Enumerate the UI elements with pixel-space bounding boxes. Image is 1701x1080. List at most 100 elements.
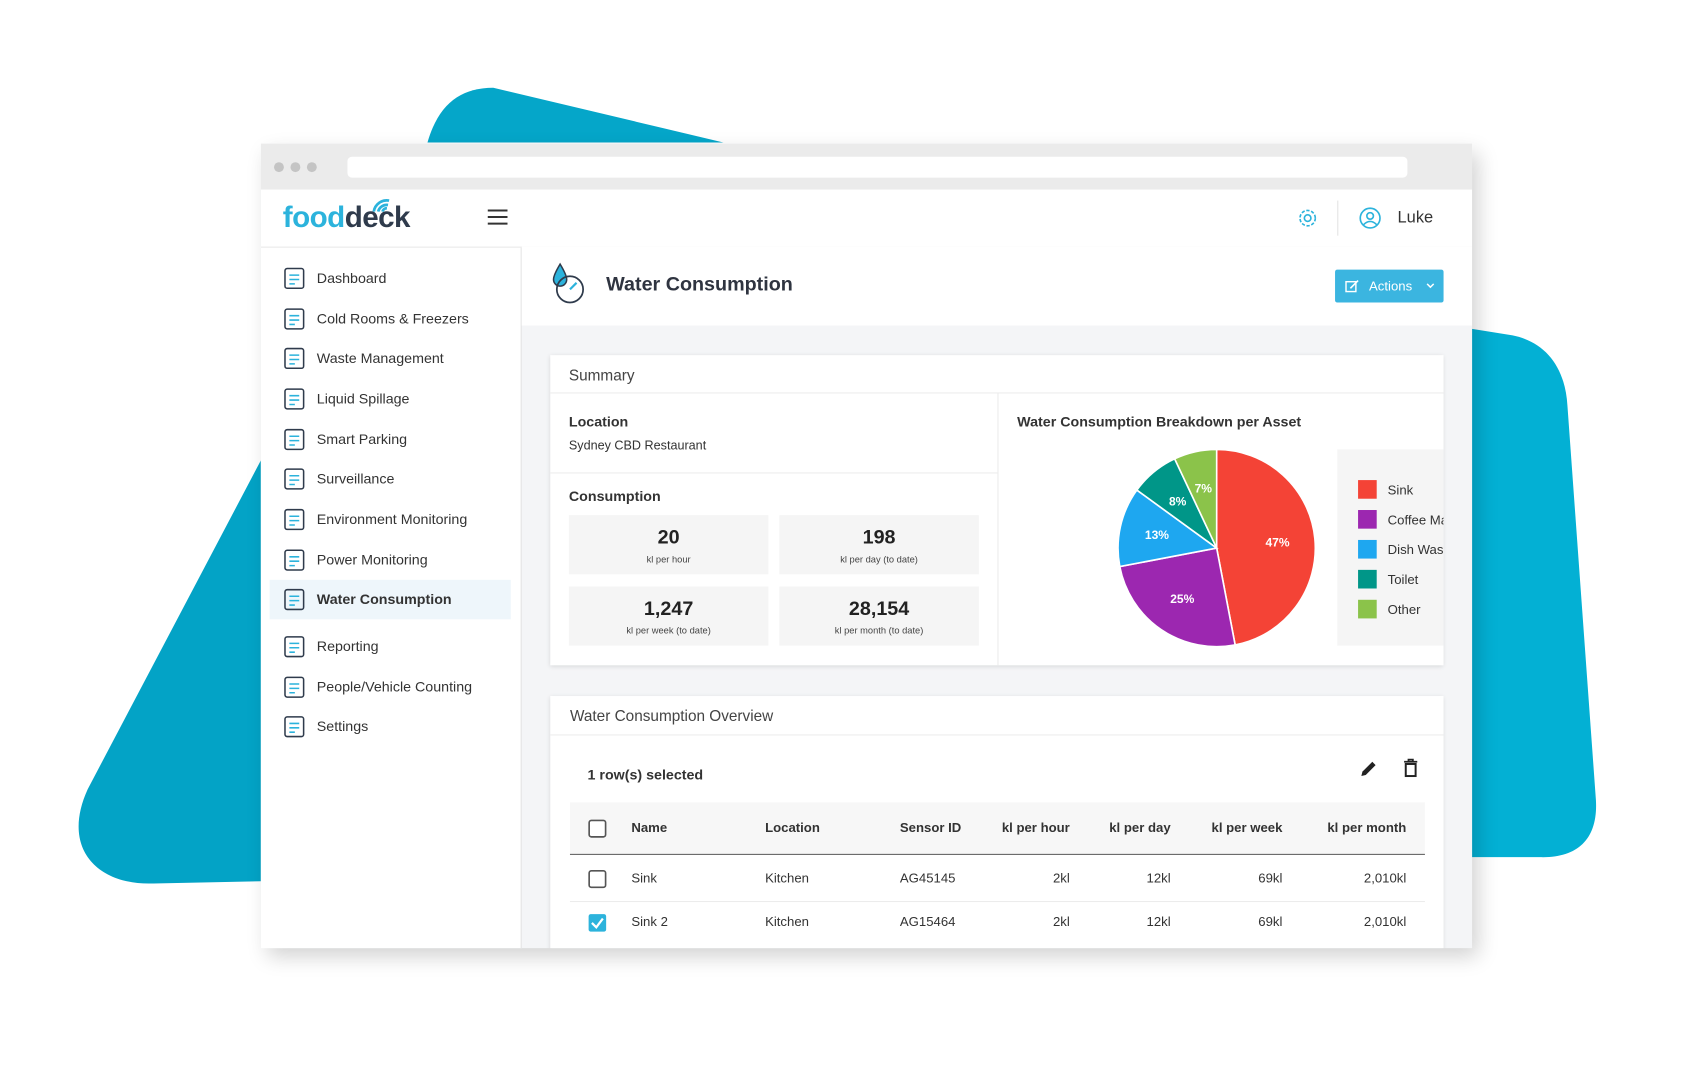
icon-shape	[289, 556, 300, 567]
nav-item[interactable]: Reporting	[270, 627, 511, 666]
caret	[1426, 283, 1435, 289]
settings-button[interactable]	[1296, 206, 1320, 230]
nav-item[interactable]: Surveillance	[270, 459, 511, 498]
nav-label: Smart Parking	[316, 430, 408, 448]
nav-label: Surveillance	[316, 470, 395, 487]
checkbox[interactable]	[588, 913, 608, 933]
nav-item[interactable]: Water Consumption	[269, 579, 511, 620]
table-cell: 2,010kl	[1363, 914, 1407, 930]
overview-card: Water Consumption Overview 1 row(s) sele…	[550, 696, 1444, 949]
icon-shape	[284, 468, 305, 490]
icon-shape	[289, 683, 300, 694]
address-bar[interactable]	[347, 156, 1408, 178]
checkbox-box	[588, 819, 607, 838]
pie-slice	[1118, 547, 1237, 648]
divider	[997, 393, 999, 666]
table-cell: 12kl	[1146, 914, 1171, 930]
bg-shape	[1472, 328, 1597, 858]
page-titlebar: Water Consumption Actions	[521, 246, 1473, 326]
icon-shape	[284, 347, 305, 370]
nav-item[interactable]: People/Vehicle Counting	[270, 668, 511, 707]
table-cell: Kitchen	[765, 914, 809, 930]
nav-icon	[284, 347, 305, 370]
legend-label: Sink	[1388, 482, 1414, 497]
table-cell: Kitchen	[765, 870, 809, 886]
actions-label: Actions	[1369, 278, 1413, 294]
column-header: kl per month	[1327, 819, 1407, 836]
divider	[1337, 200, 1339, 236]
legend-swatch	[1358, 599, 1377, 619]
selection-text: 1 row(s) selected	[587, 766, 704, 783]
nav-item[interactable]: Cold Rooms & Freezers	[270, 299, 511, 338]
page-title: Water Consumption	[606, 272, 793, 295]
edit-button[interactable]	[1358, 760, 1378, 780]
nav-item[interactable]: Power Monitoring	[270, 540, 511, 579]
icon-shape	[289, 314, 300, 326]
legend-label: Coffee Machine	[1388, 512, 1444, 527]
nav-label: Cold Rooms & Freezers	[316, 310, 469, 327]
checkbox[interactable]	[588, 819, 608, 839]
column-header: Name	[631, 819, 668, 836]
icon-shape	[284, 428, 305, 451]
slice-label: 8%	[1169, 494, 1187, 508]
nav-item[interactable]: Smart Parking	[270, 420, 511, 459]
user-name[interactable]: Luke	[1397, 208, 1434, 227]
column-header: kl per hour	[1001, 819, 1070, 836]
field-label: Consumption	[568, 487, 661, 505]
icon-shape	[284, 636, 305, 658]
nav-icon	[284, 549, 305, 571]
slice-label: 47%	[1265, 536, 1289, 550]
icon-shape	[284, 508, 305, 531]
table-cell: 2kl	[1052, 914, 1070, 930]
menu-button[interactable]	[487, 208, 509, 226]
checkbox[interactable]	[588, 869, 608, 889]
delete-button[interactable]	[1402, 758, 1420, 779]
nav-icon	[284, 468, 305, 490]
stat-caption: kl per day (to date)	[840, 553, 918, 565]
nav-item[interactable]: Settings	[270, 707, 511, 746]
icon-shape	[289, 474, 300, 486]
browser-window: fooddeck Luke Dashboard Cold Rooms & Free…	[260, 143, 1473, 949]
window-dot	[274, 162, 284, 173]
checkbox-box	[588, 914, 607, 932]
nav-icon	[284, 588, 305, 611]
icon-shape	[289, 595, 300, 606]
actions-button[interactable]: Actions	[1335, 269, 1444, 303]
nav-icon	[284, 267, 305, 290]
icon-shape	[289, 274, 300, 285]
slice-label: 7%	[1195, 482, 1213, 496]
nav-label: Settings	[316, 717, 369, 735]
pie-chart: 47% 25% 13% 8% 7% Sink Coffee Machine Dish Wash…	[1117, 448, 1444, 648]
table-cell: AG15464	[899, 914, 956, 930]
nav-icon	[284, 308, 305, 330]
table-cell: AG45145	[899, 870, 956, 886]
legend-label: Dish Washer	[1388, 542, 1444, 557]
legend-swatch	[1358, 539, 1377, 559]
legend-swatch	[1358, 510, 1377, 529]
slice-label: 25%	[1170, 592, 1194, 606]
nav-item[interactable]: Dashboard	[270, 259, 511, 298]
legend-label: Toilet	[1388, 572, 1419, 587]
column-header: Sensor ID	[899, 819, 962, 836]
icon-shape	[289, 642, 300, 653]
row-divider	[569, 900, 1425, 903]
icon-shape	[289, 722, 300, 733]
checkmark	[591, 917, 604, 929]
icon-shape	[284, 388, 305, 410]
nav-label: Water Consumption	[316, 590, 452, 608]
logo-part: food	[282, 200, 345, 234]
edit-icon	[1345, 280, 1359, 293]
table-cell: 2kl	[1052, 870, 1070, 886]
field-label: Location	[568, 413, 629, 430]
table-cell: Sink 2	[631, 914, 668, 930]
checkbox-box	[588, 870, 607, 889]
slice-label: 13%	[1145, 528, 1169, 542]
user-icon[interactable]	[1358, 206, 1382, 230]
nav-item[interactable]: Waste Management	[270, 339, 511, 378]
page-icon	[552, 262, 585, 304]
nav-item[interactable]: Liquid Spillage	[270, 379, 511, 418]
icon-shape	[284, 716, 305, 738]
summary-card: Summary Location Sydney CBD Restaurant C…	[550, 355, 1444, 666]
stat-caption: kl per hour	[646, 553, 691, 565]
nav-item[interactable]: Environment Monitoring	[270, 500, 511, 539]
